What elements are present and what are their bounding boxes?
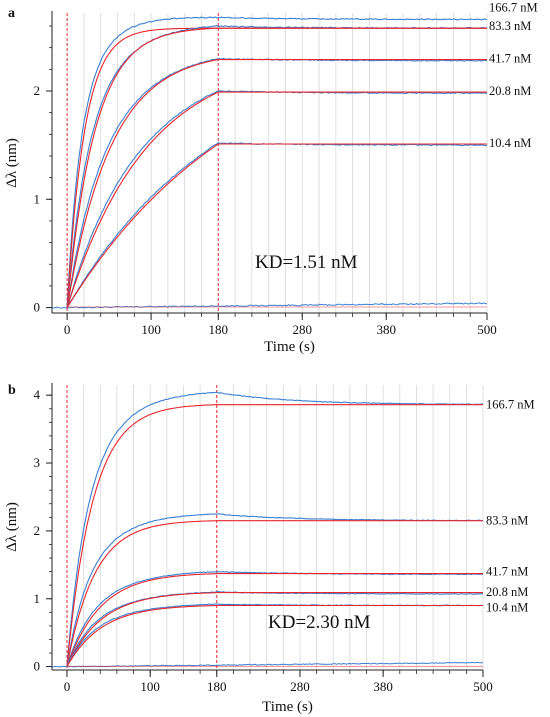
x-tick-label: 180 bbox=[209, 322, 229, 337]
series-label: 41.7 nM bbox=[486, 565, 528, 579]
x-tick-label: 100 bbox=[140, 679, 160, 694]
series-label: 10.4 nM bbox=[486, 601, 528, 615]
fit-curve bbox=[66, 604, 483, 667]
y-axis-title: Δλ (nm) bbox=[4, 502, 20, 552]
panel-label: b bbox=[8, 383, 16, 398]
y-tick-label: 1 bbox=[34, 591, 41, 606]
fit-curve bbox=[66, 404, 483, 667]
x-tick-label: 380 bbox=[376, 322, 396, 337]
series-label: 20.8 nM bbox=[486, 585, 528, 599]
fit-curve bbox=[66, 592, 483, 667]
y-tick-label: 0 bbox=[34, 659, 41, 674]
x-tick-label: 500 bbox=[477, 322, 497, 337]
series-label: 20.8 nM bbox=[489, 84, 531, 98]
fit-curve bbox=[66, 27, 487, 308]
series-label: 166.7 nM bbox=[486, 398, 535, 412]
x-tick-label: 280 bbox=[293, 322, 313, 337]
panel-label: a bbox=[8, 6, 15, 21]
series-label: 10.4 nM bbox=[489, 136, 531, 150]
kd-annotation: KD=2.30 nM bbox=[268, 612, 371, 633]
y-tick-label: 3 bbox=[34, 455, 41, 470]
y-tick-label: 4 bbox=[34, 387, 41, 402]
fit-curve bbox=[66, 59, 487, 308]
x-tick-label: 500 bbox=[473, 679, 493, 694]
y-tick-label: 2 bbox=[34, 523, 41, 538]
series-label: 41.7 nM bbox=[489, 51, 531, 65]
series-label: 166.7 nM bbox=[489, 1, 538, 15]
x-tick-label: 280 bbox=[290, 679, 310, 694]
fit-curve bbox=[66, 573, 483, 667]
x-axis-title: Time (s) bbox=[262, 699, 313, 715]
measured-trace bbox=[66, 513, 483, 667]
fit-curve bbox=[66, 91, 487, 308]
x-axis-title: Time (s) bbox=[264, 339, 315, 355]
y-axis-title: Δλ (nm) bbox=[4, 138, 20, 188]
measured-trace bbox=[66, 391, 483, 667]
x-tick-label: 0 bbox=[64, 322, 71, 337]
x-tick-label: 380 bbox=[373, 679, 393, 694]
series-label: 83.3 nM bbox=[486, 514, 528, 528]
measured-trace bbox=[66, 142, 488, 308]
measured-trace bbox=[66, 16, 488, 308]
x-tick-label: 100 bbox=[141, 322, 161, 337]
fit-curve bbox=[66, 520, 483, 667]
x-tick-label: 0 bbox=[64, 679, 71, 694]
y-tick-label: 2 bbox=[34, 83, 41, 98]
kd-annotation: KD=1.51 nM bbox=[255, 252, 358, 273]
measured-trace bbox=[66, 90, 488, 309]
panel-a-chart: 0 100 180 280 380 500 0 1 2 166.7 nM 83.3 nM 41.7 n… bbox=[4, 1, 538, 355]
y-tick-label: 0 bbox=[34, 300, 41, 315]
y-tick-label: 1 bbox=[34, 191, 41, 206]
panel-b-chart: 0 100 180 280 380 500 0 1 2 3 4 166.7 nM 83.3 nM 41.7… bbox=[4, 383, 535, 715]
series-label: 83.3 nM bbox=[489, 19, 531, 33]
x-tick-label: 180 bbox=[207, 679, 227, 694]
fit-curve bbox=[66, 143, 487, 308]
